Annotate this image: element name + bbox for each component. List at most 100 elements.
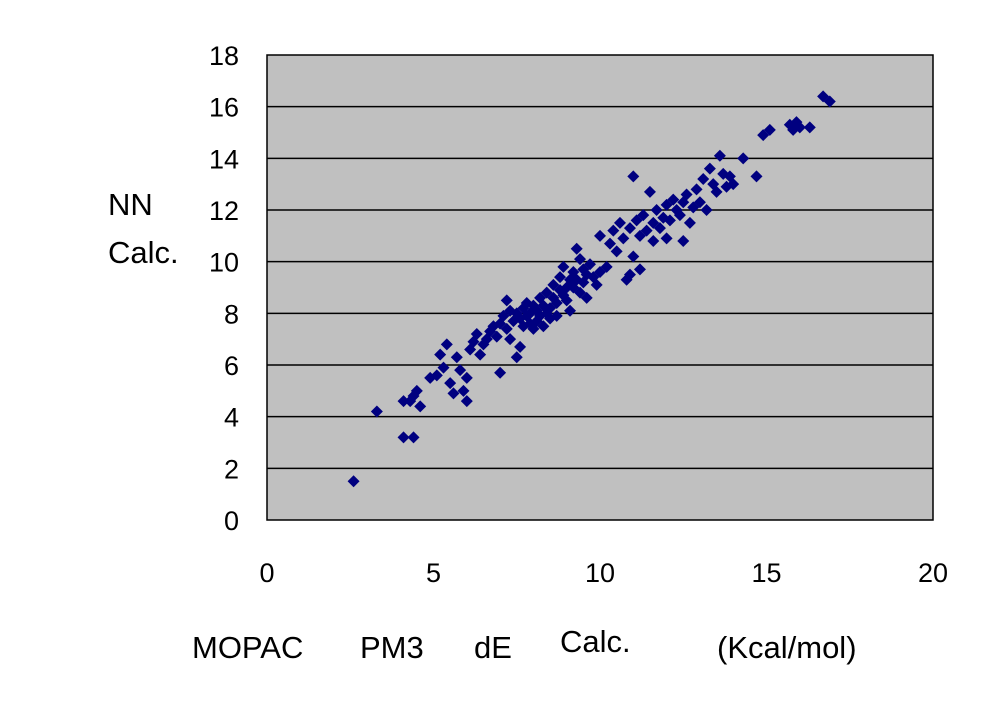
x-tick-label: 5 — [426, 558, 441, 588]
data-point — [677, 235, 690, 247]
data-point — [660, 232, 673, 245]
data-point — [430, 369, 443, 382]
data-point — [750, 170, 763, 183]
data-point — [650, 204, 663, 216]
data-point — [440, 338, 453, 351]
x-tick-label: 20 — [918, 558, 948, 588]
y-axis-label-line1: NN — [108, 187, 153, 222]
x-axis-label-mopac: MOPAC — [192, 630, 303, 665]
data-point — [474, 348, 487, 361]
data-point — [574, 253, 587, 266]
x-axis-label-de: dE — [474, 630, 512, 665]
data-point — [594, 229, 606, 242]
data-point — [447, 387, 460, 400]
y-tick-label: 4 — [224, 403, 239, 433]
data-point — [680, 188, 693, 201]
data-point — [504, 304, 517, 317]
gridlines — [267, 105, 933, 470]
data-point — [537, 320, 550, 333]
y-tick-label: 8 — [224, 299, 239, 329]
data-point — [510, 351, 523, 364]
data-point — [347, 475, 360, 488]
data-point — [703, 162, 716, 175]
data-point — [623, 268, 636, 281]
data-point — [500, 322, 513, 335]
data-point — [397, 431, 410, 444]
data-point — [607, 224, 620, 237]
data-point — [690, 183, 703, 196]
data-point — [554, 271, 567, 284]
data-point — [627, 250, 640, 263]
data-point — [617, 232, 630, 245]
data-point — [793, 121, 806, 134]
data-point — [557, 260, 570, 273]
data-point — [570, 242, 583, 255]
data-point — [663, 214, 676, 227]
y-tick-label: 10 — [209, 248, 239, 278]
data-point — [737, 152, 750, 165]
data-point — [450, 351, 463, 364]
data-point — [460, 371, 473, 384]
y-tick-label: 6 — [224, 351, 239, 381]
data-point — [790, 116, 803, 129]
data-point — [700, 204, 713, 216]
data-point — [693, 196, 706, 209]
data-point — [414, 400, 427, 413]
data-point — [580, 291, 593, 304]
data-point — [613, 216, 626, 229]
y-tick-label: 16 — [209, 93, 239, 123]
data-point — [627, 170, 640, 183]
data-point — [637, 209, 650, 222]
data-points — [347, 90, 836, 488]
data-point — [457, 384, 470, 397]
data-point — [514, 340, 527, 353]
data-point — [407, 390, 420, 402]
data-point — [500, 294, 513, 307]
data-point — [434, 348, 447, 361]
data-point — [683, 216, 696, 229]
x-axis-label-calc: Calc. — [560, 624, 631, 659]
data-point — [490, 330, 503, 343]
data-point — [460, 395, 473, 408]
data-point — [600, 260, 613, 273]
data-point — [803, 121, 816, 134]
data-point — [397, 395, 410, 408]
data-point — [643, 185, 656, 198]
x-axis-label-units: (Kcal/mol) — [717, 630, 857, 665]
y-tick-label: 12 — [209, 196, 239, 226]
data-point — [437, 361, 450, 374]
data-point — [673, 209, 686, 222]
data-point — [823, 95, 836, 108]
data-point — [633, 263, 646, 276]
data-point — [560, 294, 573, 307]
data-point — [550, 309, 563, 322]
data-point — [590, 278, 603, 291]
data-point — [494, 366, 507, 379]
y-tick-label: 2 — [224, 454, 239, 484]
x-tick-label: 15 — [751, 558, 781, 588]
data-point — [640, 224, 653, 237]
x-tick-label: 10 — [585, 558, 615, 588]
data-point — [407, 431, 420, 444]
data-point — [444, 377, 457, 390]
x-tick-labels: 0 5 10 15 20 — [259, 558, 948, 588]
data-point — [504, 333, 517, 346]
data-point — [584, 258, 597, 271]
data-point — [787, 123, 800, 136]
data-point — [470, 328, 483, 340]
x-tick-label: 0 — [259, 558, 274, 588]
data-point — [454, 364, 467, 377]
y-tick-labels: 0 2 4 6 8 10 12 14 16 18 — [209, 41, 239, 536]
x-axis-label-pm3: PM3 — [360, 630, 424, 665]
data-point — [763, 123, 776, 136]
data-point — [667, 193, 680, 206]
data-point — [713, 149, 726, 162]
data-point — [610, 245, 623, 258]
y-tick-label: 18 — [209, 41, 239, 71]
data-point — [623, 222, 636, 235]
data-point — [710, 185, 723, 198]
data-point — [653, 222, 666, 235]
data-point — [603, 237, 616, 250]
data-point — [564, 304, 577, 317]
